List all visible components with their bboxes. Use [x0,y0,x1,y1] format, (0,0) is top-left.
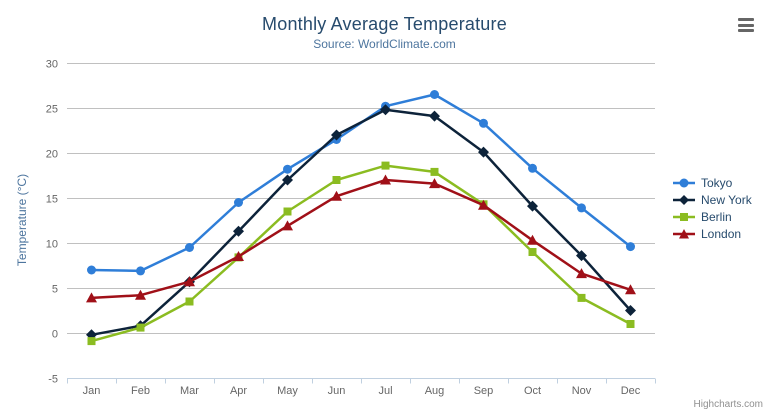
data-point-marker [283,207,292,216]
legend-label: London [701,227,742,241]
data-point-marker [283,164,292,174]
data-point-marker [184,276,195,287]
x-tick-label: Dec [621,385,641,397]
triangle-marker-icon [673,229,695,239]
legend-item-berlin[interactable]: Berlin [672,211,752,223]
chart-subtitle: Source: WorldClimate.com [313,37,456,51]
data-point-marker [381,161,390,170]
data-point-marker [87,337,96,346]
y-tick-label: 20 [46,149,58,161]
data-point-marker [479,118,488,128]
data-point-marker [282,220,293,231]
chart-title: Monthly Average Temperature [262,14,507,34]
gridlines [67,63,655,379]
data-point-marker [86,292,97,303]
y-tick-label: 10 [46,239,58,251]
data-point-marker [136,266,145,276]
data-point-marker [429,178,440,189]
data-point-marker [282,174,293,186]
x-tick-label: Oct [524,385,541,397]
legend-item-tokyo[interactable]: Tokyo [672,177,752,189]
data-point-marker [626,320,635,328]
y-tick-label: 30 [46,59,58,71]
legend-symbol [679,195,689,205]
hamburger-icon[interactable] [738,18,754,32]
data-point-marker [234,198,243,207]
x-tick-label: Jul [378,385,392,397]
y-tick-label: -5 [48,374,58,386]
data-point-marker [528,163,537,173]
hamburger-bar [738,18,754,21]
x-tick-label: Nov [572,385,592,397]
hamburger-bar [738,29,754,32]
data-point-marker [576,268,587,279]
data-point-marker [135,289,146,300]
data-point-marker [626,242,635,252]
legend-label: New York [701,193,752,207]
y-axis-title: Temperature (°C) [15,173,29,267]
data-point-marker [577,293,586,302]
x-axis-labels: Jan Feb Mar Apr May Jun Jul Aug Sep Oct Nov Dec [83,385,641,397]
series-line-tokyo [90,93,632,273]
data-point-marker [527,234,538,245]
data-point-marker [87,265,96,275]
x-tick-label: Mar [180,385,199,397]
legend-item-london[interactable]: London [672,228,752,240]
series-tokyo [87,90,635,276]
x-tick-label: Apr [230,385,247,397]
data-point-marker [331,190,342,201]
data-point-marker [185,297,194,306]
data-point-marker [478,146,489,158]
data-point-marker [331,129,342,141]
data-point-marker [528,248,537,256]
data-point-marker [136,323,145,332]
series-new-york [86,104,636,341]
credits-link[interactable]: Highcharts.com [693,399,763,410]
legend: Tokyo New York Berlin London [672,177,752,240]
data-point-marker [332,176,341,184]
legend-symbol [679,229,689,239]
data-point-marker [625,305,636,316]
y-tick-label: 25 [46,104,58,116]
data-point-marker [577,203,586,213]
data-point-marker [429,110,440,122]
data-point-marker [380,174,391,185]
data-point-marker [380,104,391,116]
data-point-marker [478,199,489,210]
y-tick-label: 5 [52,284,58,296]
series-line-berlin [90,164,632,343]
x-tick-label: May [277,385,298,397]
x-tick-label: Jun [328,385,346,397]
x-tick-label: Jan [83,385,101,397]
data-point-marker [233,225,244,237]
x-axis [67,378,656,384]
data-point-marker [527,200,538,212]
legend-label: Berlin [701,210,732,224]
circle-marker-icon [673,178,695,188]
y-tick-label: 0 [52,329,58,341]
series-line-london [90,178,632,300]
hamburger-bar [738,23,754,27]
y-tick-label: 15 [46,194,58,206]
data-point-marker [576,250,587,262]
x-tick-label: Sep [474,385,494,397]
x-tick-label: Feb [131,385,150,397]
legend-label: Tokyo [701,176,733,190]
legend-symbol [679,178,689,188]
data-point-marker [233,251,244,261]
diamond-marker-icon [673,195,695,205]
x-tick-label: Aug [425,385,445,397]
data-point-marker [430,90,439,99]
y-axis-labels: -5 0 5 10 15 20 25 30 [46,59,58,386]
series-line-new-york [90,108,632,337]
data-point-marker [185,243,194,252]
square-marker-icon [673,213,695,221]
data-point-marker [430,167,439,176]
data-point-marker [625,284,636,295]
legend-symbol [680,213,688,221]
series-london [86,174,636,303]
legend-item-new-york[interactable]: New York [672,194,752,206]
